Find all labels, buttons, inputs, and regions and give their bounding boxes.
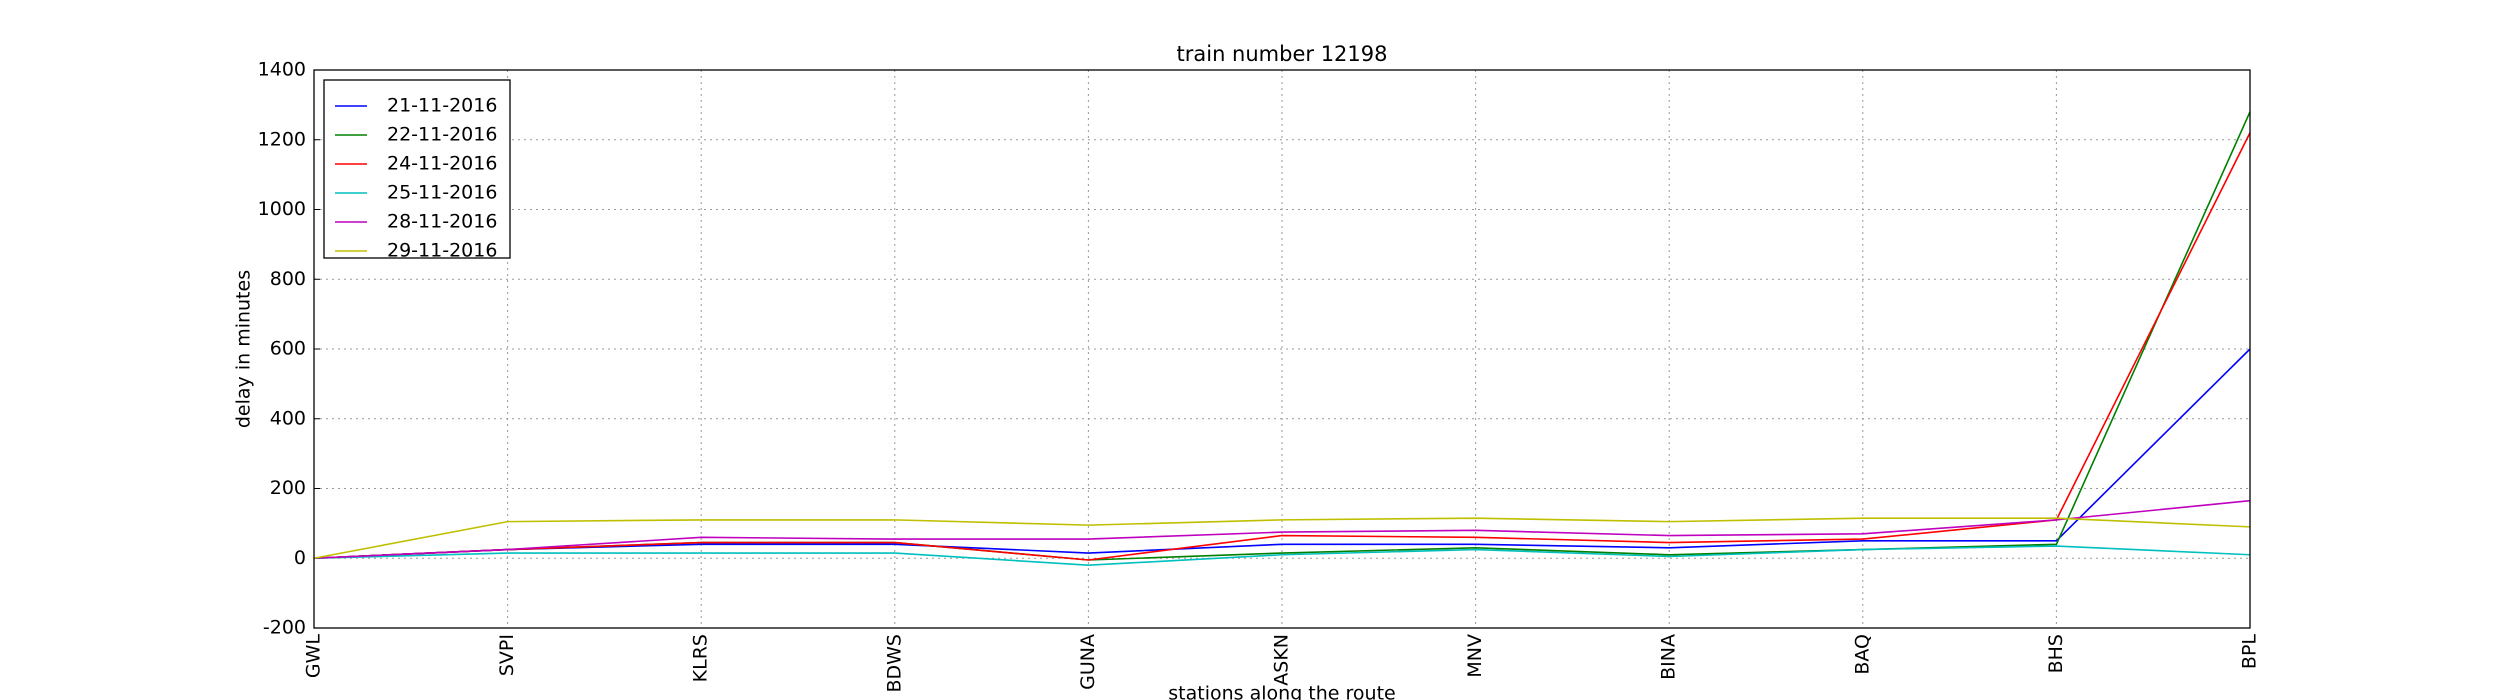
x-tick-label: KLRS — [690, 634, 712, 682]
legend-label: 22-11-2016 — [387, 124, 497, 146]
legend: 21-11-2016 22-11-2016 24-11-2016 25-11-2016… — [323, 79, 511, 262]
y-tick-label: 1400 — [258, 59, 306, 81]
x-tick-label: GUNA — [1077, 634, 1099, 690]
x-tick-label: ASKN — [1271, 634, 1293, 686]
x-tick-label: BAQ — [1851, 634, 1873, 675]
legend-label: 28-11-2016 — [387, 211, 497, 233]
x-tick-label: GWL — [303, 634, 325, 679]
x-tick-label: SVPI — [496, 634, 518, 676]
x-tick-label: BDWS — [883, 634, 905, 693]
y-tick-label: 200 — [270, 477, 306, 499]
legend-frame — [323, 79, 511, 259]
series-line — [313, 545, 2251, 567]
chart-title: train number 12198 — [1177, 42, 1388, 66]
legend-label: 25-11-2016 — [387, 182, 497, 204]
x-tick-label: BINA — [1658, 634, 1680, 680]
legend-label: 24-11-2016 — [387, 153, 497, 175]
legend-label: 21-11-2016 — [387, 95, 497, 117]
y-tick-label: -200 — [263, 617, 306, 639]
legend-label: 29-11-2016 — [387, 240, 497, 262]
x-axis-label: stations along the route — [1168, 683, 1395, 700]
y-tick-label: 600 — [270, 338, 306, 360]
series-line — [313, 132, 2251, 561]
series-line — [313, 499, 2251, 560]
y-axis-label: delay in minutes — [233, 270, 255, 428]
x-tick-label: BPL — [2239, 634, 2261, 669]
plot-frame — [313, 69, 2251, 629]
y-tick-label: 800 — [270, 268, 306, 290]
x-tick-label: BHS — [2045, 634, 2067, 673]
y-tick-label: 1000 — [258, 198, 306, 220]
y-tick-label: 400 — [270, 407, 306, 429]
series-line — [313, 517, 2251, 560]
y-tick-label: 0 — [294, 547, 306, 569]
x-tick-label: MNV — [1464, 634, 1486, 678]
y-tick-label: 1200 — [258, 128, 306, 150]
series-line — [313, 348, 2251, 560]
